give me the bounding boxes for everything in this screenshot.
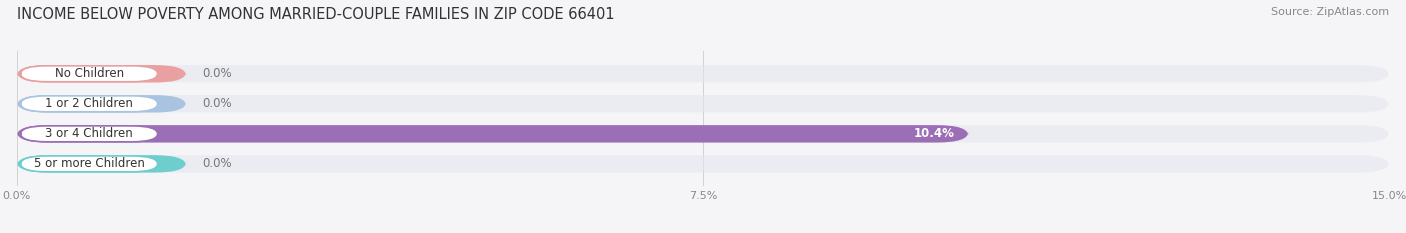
- FancyBboxPatch shape: [17, 95, 186, 113]
- Text: 0.0%: 0.0%: [202, 97, 232, 110]
- FancyBboxPatch shape: [21, 66, 157, 82]
- FancyBboxPatch shape: [17, 65, 186, 82]
- FancyBboxPatch shape: [17, 155, 1389, 173]
- Text: 3 or 4 Children: 3 or 4 Children: [45, 127, 134, 140]
- Text: 1 or 2 Children: 1 or 2 Children: [45, 97, 134, 110]
- FancyBboxPatch shape: [17, 95, 1389, 113]
- Text: INCOME BELOW POVERTY AMONG MARRIED-COUPLE FAMILIES IN ZIP CODE 66401: INCOME BELOW POVERTY AMONG MARRIED-COUPL…: [17, 7, 614, 22]
- Text: 5 or more Children: 5 or more Children: [34, 157, 145, 170]
- Text: Source: ZipAtlas.com: Source: ZipAtlas.com: [1271, 7, 1389, 17]
- Text: No Children: No Children: [55, 67, 124, 80]
- FancyBboxPatch shape: [17, 125, 1389, 143]
- FancyBboxPatch shape: [21, 126, 157, 142]
- FancyBboxPatch shape: [17, 125, 969, 143]
- Text: 0.0%: 0.0%: [202, 157, 232, 170]
- Text: 0.0%: 0.0%: [202, 67, 232, 80]
- Text: 10.4%: 10.4%: [914, 127, 955, 140]
- FancyBboxPatch shape: [21, 156, 157, 172]
- FancyBboxPatch shape: [17, 155, 186, 173]
- FancyBboxPatch shape: [21, 96, 157, 112]
- FancyBboxPatch shape: [17, 65, 1389, 82]
